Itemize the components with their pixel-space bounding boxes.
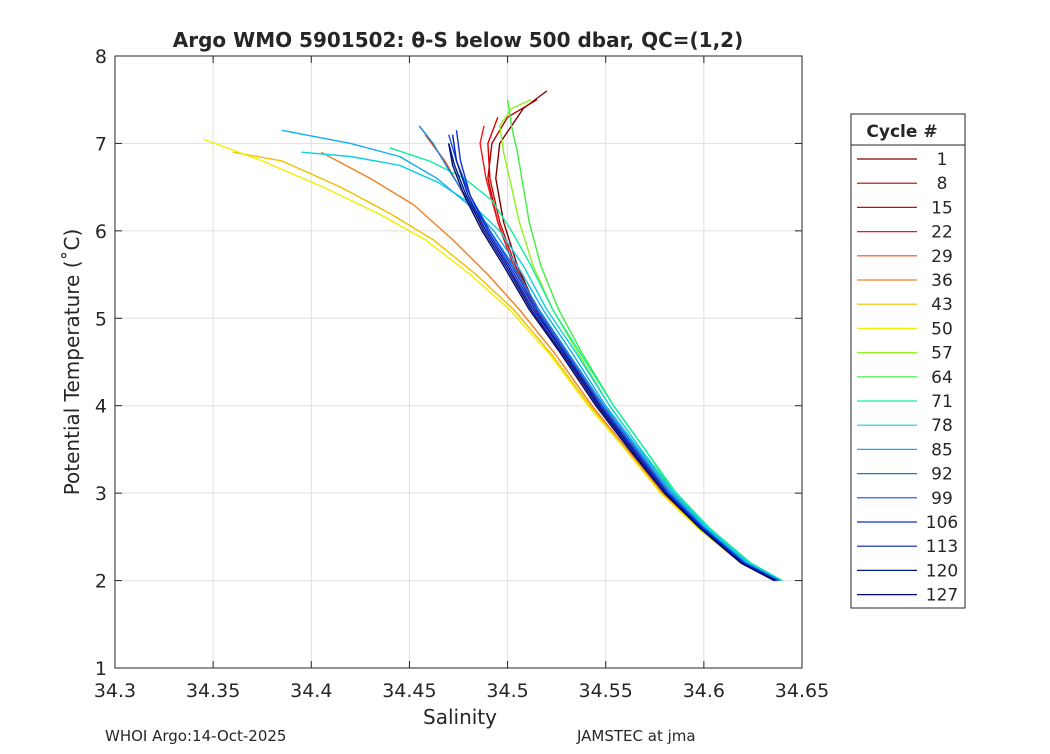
series-line-cycle-78 [301, 151, 781, 582]
y-tick-label: 4 [95, 396, 107, 418]
x-tick-label: 34.45 [382, 680, 436, 702]
legend-entries: 1 8 15 22 29 36 43 50 57 64 71 78 85 92 99 106 113 120 127 [857, 150, 958, 606]
legend-label-64: 64 [931, 368, 953, 388]
legend-label-85: 85 [931, 440, 953, 460]
legend-label-1: 1 [937, 150, 948, 170]
legend-label-106: 106 [926, 513, 958, 533]
x-axis: 34.3 34.35 34.4 34.45 34.5 34.55 34.6 34.65 [94, 56, 829, 702]
y-axis: 1 2 3 4 5 6 7 8 [95, 46, 802, 680]
legend-label-92: 92 [931, 465, 953, 485]
x-tick-label: 34.55 [579, 680, 633, 702]
x-tick-label: 34.6 [683, 680, 725, 702]
y-tick-label: 7 [95, 133, 107, 155]
legend-label-99: 99 [931, 489, 953, 509]
plot-border [114, 55, 803, 669]
footer-right: JAMSTEC at jma [576, 727, 696, 745]
legend-label-50: 50 [931, 319, 953, 339]
series-layer [203, 90, 783, 582]
y-tick-label: 1 [95, 658, 107, 680]
x-tick-label: 34.4 [290, 680, 332, 702]
legend-label-29: 29 [931, 247, 953, 267]
series-line-cycle-50 [203, 138, 775, 582]
legend-label-71: 71 [931, 392, 953, 412]
legend: Cycle # 18152229364350576471788592991061… [850, 113, 966, 609]
series-line-cycle-71 [389, 147, 783, 582]
legend-box [850, 113, 966, 609]
legend-label-113: 113 [926, 537, 958, 557]
legend-label-36: 36 [931, 271, 953, 291]
y-axis-label: Potential Temperature (˚C) [60, 229, 84, 496]
legend-label-22: 22 [931, 223, 953, 243]
plot-area [115, 56, 802, 668]
x-tick-label: 34.5 [486, 680, 528, 702]
legend-label-8: 8 [937, 174, 948, 194]
legend-label-43: 43 [931, 295, 953, 315]
y-tick-label: 3 [95, 483, 107, 505]
x-tick-label: 34.35 [186, 680, 240, 702]
x-tick-label: 34.65 [775, 680, 829, 702]
series-line-cycle-113 [451, 134, 777, 582]
y-tick-label: 8 [95, 46, 107, 68]
legend-label-120: 120 [926, 561, 958, 581]
legend-label-78: 78 [931, 416, 953, 436]
chart-title: Argo WMO 5901502: θ-S below 500 dbar, QC… [173, 28, 743, 52]
x-tick-label: 34.3 [94, 680, 136, 702]
x-axis-label: Salinity [423, 705, 497, 729]
y-tick-label: 6 [95, 221, 107, 243]
legend-label-15: 15 [931, 198, 953, 218]
y-tick-label: 2 [95, 571, 107, 593]
series-line-cycle-85 [281, 129, 781, 582]
footer-left: WHOI Argo:14-Oct-2025 [105, 727, 286, 745]
series-line-cycle-127 [448, 143, 775, 582]
legend-title: Cycle # [866, 122, 937, 142]
legend-label-57: 57 [931, 344, 953, 364]
legend-label-127: 127 [926, 586, 958, 606]
y-tick-label: 5 [95, 308, 107, 330]
